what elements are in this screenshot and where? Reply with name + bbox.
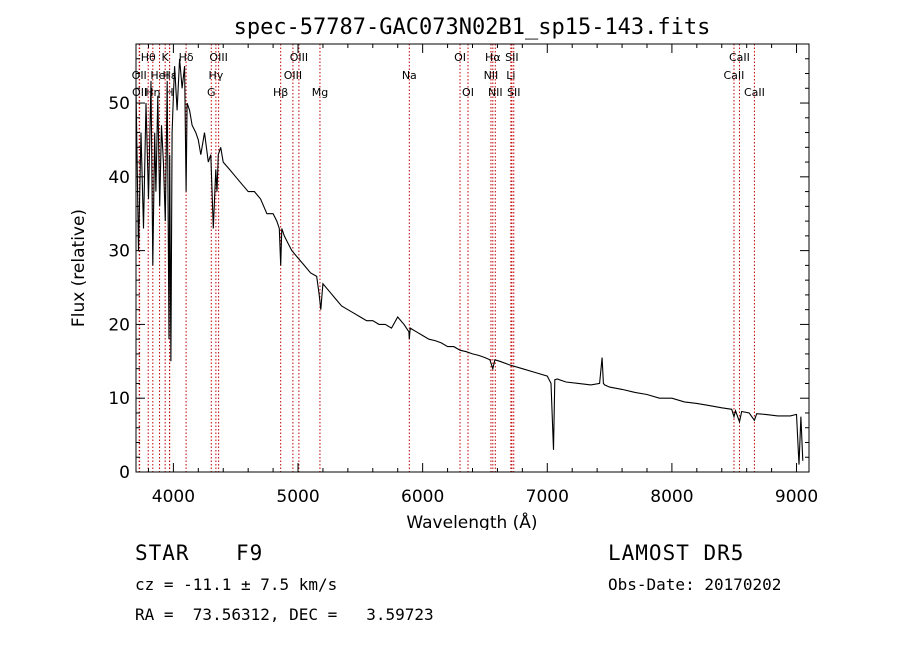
x-tick-label: 4000 — [152, 487, 195, 507]
x-tick-label: 6000 — [401, 487, 444, 507]
survey-name: LAMOST DR5 — [608, 541, 745, 565]
x-tick-label: 8000 — [650, 487, 693, 507]
spectrum-chart: spec-57787-GAC073N02B1_sp15-143.fits OII… — [69, 15, 818, 530]
line-label: OIII — [290, 51, 308, 64]
line-label: Hα — [485, 51, 501, 64]
line-label: OI — [462, 86, 474, 99]
line-label: Mg — [312, 86, 328, 99]
y-tick-label: 50 — [108, 94, 130, 114]
line-label: OII — [132, 69, 147, 82]
line-label: NII — [484, 69, 499, 82]
line-label: Hβ — [273, 86, 288, 99]
sky-coordinates: RA = 73.56312, DEC = 3.59723 — [135, 605, 434, 624]
line-label: CaII — [744, 86, 765, 99]
line-label: Hη — [145, 86, 160, 99]
line-label: K — [162, 51, 170, 64]
y-tick-label: 40 — [108, 168, 130, 188]
x-tick-label: 5000 — [276, 487, 319, 507]
object-class: STAR — [135, 541, 190, 565]
line-label: Hε — [163, 69, 177, 82]
observation-date: Obs-Date: 20170202 — [608, 575, 782, 594]
line-label: Hγ — [208, 69, 223, 82]
y-tick-label: 10 — [108, 389, 130, 409]
y-tick-label: 0 — [119, 463, 130, 483]
line-label: Hθ — [141, 51, 156, 64]
x-axis-label: Wavelength (Å) — [406, 511, 537, 530]
line-label: G — [207, 86, 216, 99]
plot-frame — [135, 43, 810, 473]
y-tick-label: 30 — [108, 242, 130, 262]
line-label: Hδ — [179, 51, 194, 64]
line-label: NII — [488, 86, 503, 99]
line-label: SII — [507, 86, 520, 99]
line-label: CaII — [729, 51, 750, 64]
x-tick-label: 9000 — [775, 487, 818, 507]
line-label: H — [165, 86, 173, 99]
line-label: Li — [506, 69, 515, 82]
y-tick-label: 20 — [108, 315, 130, 335]
line-label: OIII — [284, 69, 302, 82]
y-axis: 0 10 20 30 40 50 — [108, 58, 809, 483]
line-label: CaII — [724, 69, 745, 82]
y-axis-label: Flux (relative) — [69, 209, 89, 327]
spectrum-line — [135, 58, 804, 465]
spectral-line-markers — [138, 44, 755, 472]
line-label: HeI — [150, 69, 168, 82]
line-label: OI — [454, 51, 466, 64]
redshift-velocity: cz = -11.1 ± 7.5 km/s — [135, 575, 338, 594]
line-label: Na — [402, 69, 417, 82]
line-label: OIII — [209, 51, 227, 64]
object-subclass: F9 — [236, 541, 264, 565]
line-label: SII — [505, 51, 518, 64]
chart-title: spec-57787-GAC073N02B1_sp15-143.fits — [234, 15, 711, 40]
spectral-line-labels: OIIOIIHθHηHeIKHHεHδGHγOIIIHβOIIIOIIIMgNa… — [132, 51, 765, 99]
x-tick-label: 7000 — [526, 487, 569, 507]
x-axis: 4000 5000 6000 7000 8000 9000 — [147, 44, 818, 507]
